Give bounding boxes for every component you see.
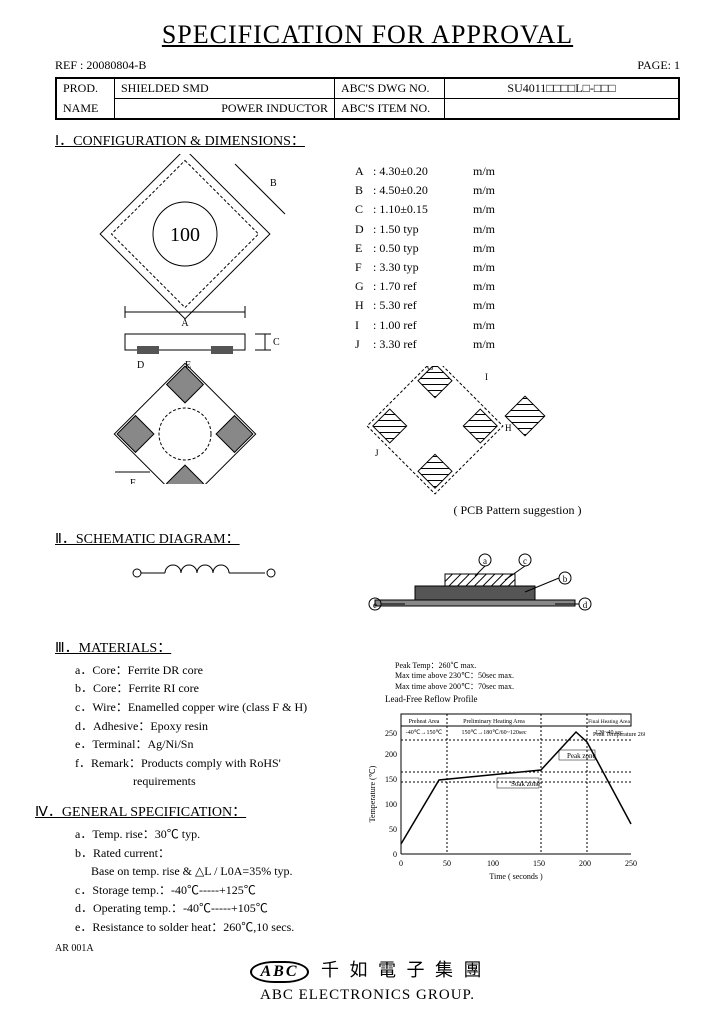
mat-d: d．Adhesive：Epoxy resin <box>75 717 365 736</box>
dim-row: C: 1.10±0.15m/m <box>355 200 680 219</box>
svg-text:b: b <box>563 574 568 584</box>
schematic-symbol <box>125 558 285 588</box>
svg-text:Peak zone: Peak zone <box>567 752 596 760</box>
mat-f2: requirements <box>133 772 365 791</box>
svg-text:B: B <box>270 178 277 189</box>
svg-text:150: 150 <box>533 859 545 868</box>
dim-row: J: 3.30 refm/m <box>355 335 680 354</box>
hdr-dwgval: SU4011□□□□L□-□□□ <box>445 79 678 99</box>
mat-b: b．Core：Ferrite RI core <box>75 679 365 698</box>
config-drawing: 100 A B C <box>55 154 325 484</box>
gen-e: e．Resistance to solder heat：260℃,10 secs… <box>75 918 365 937</box>
dim-row: A: 4.30±0.20m/m <box>355 162 680 181</box>
company-line: ABC 千 如 電 子 集 團 ABC ELECTRONICS GROUP. <box>55 956 680 1004</box>
svg-text:C: C <box>273 337 280 348</box>
section-2: Ⅱ．SCHEMATIC DIAGRAM： <box>55 528 680 548</box>
header-table: PROD. NAME SHIELDED SMD ABC'S DWG NO. SU… <box>55 77 680 120</box>
mat-e: e．Terminal：Ag/Ni/Sn <box>75 735 365 754</box>
gen-b2: Base on temp. rise & △L / L0A=35% typ. <box>91 862 365 881</box>
mat-a: a．Core：Ferrite DR core <box>75 661 365 680</box>
svg-text:100: 100 <box>385 800 397 809</box>
svg-text:-40℃→150℃: -40℃→150℃ <box>406 730 443 736</box>
section-3: Ⅲ．MATERIALS： <box>55 637 680 657</box>
svg-text:100: 100 <box>487 859 499 868</box>
svg-text:F: F <box>130 478 136 484</box>
company-cjk: 千 如 電 子 集 團 <box>321 960 485 980</box>
svg-text:A: A <box>181 318 189 329</box>
gen-a: a．Temp. rise：30℃ typ. <box>75 825 365 844</box>
page-label: PAGE: 1 <box>637 58 680 73</box>
svg-text:150: 150 <box>385 775 397 784</box>
mat-c: c．Wire：Enamelled copper wire (class F & … <box>75 698 365 717</box>
svg-text:Preheat Area: Preheat Area <box>409 719 440 725</box>
hdr-dwg: ABC'S DWG NO. <box>335 79 445 99</box>
svg-text:Time ( seconds ): Time ( seconds ) <box>489 872 543 881</box>
ref-label: REF : 20080804-B <box>55 58 146 73</box>
hdr-prodval1: SHIELDED SMD <box>115 79 335 99</box>
gen-b: b．Rated current： <box>75 844 365 863</box>
reflow-notes: Peak Temp：260℃ max. Max time above 230℃：… <box>395 661 680 692</box>
hdr-item: ABC'S ITEM NO. <box>335 99 445 118</box>
svg-text:e: e <box>373 600 377 610</box>
pcb-caption: ( PCB Pattern suggestion ) <box>355 503 680 518</box>
dim-row: G: 1.70 refm/m <box>355 277 680 296</box>
dim-row: F: 3.30 typm/m <box>355 258 680 277</box>
svg-text:Soak zone: Soak zone <box>511 780 540 788</box>
dim-row: H: 5.30 refm/m <box>355 296 680 315</box>
svg-text:J: J <box>375 448 379 458</box>
ar-code: AR 001A <box>55 943 680 954</box>
dim-row: I: 1.00 refm/m <box>355 316 680 335</box>
materials-list: a．Core：Ferrite DR core b．Core：Ferrite RI… <box>75 661 365 791</box>
dim-row: B: 4.50±0.20m/m <box>355 181 680 200</box>
dim-row: D: 1.50 typm/m <box>355 220 680 239</box>
svg-text:150℃→180℃/60~120sec: 150℃→180℃/60~120sec <box>461 730 526 736</box>
reflow-caption: Lead-Free Reflow Profile <box>385 694 680 704</box>
svg-text:Preliminary Heating Area: Preliminary Heating Area <box>463 719 525 725</box>
svg-text:50: 50 <box>389 825 397 834</box>
gen-d: d．Operating temp.：-40℃-----+105℃ <box>75 899 365 918</box>
svg-text:Temperature (℃): Temperature (℃) <box>368 765 377 822</box>
logo-icon: ABC <box>250 961 308 983</box>
gen-c: c．Storage temp.：-40℃-----+125℃ <box>75 881 365 900</box>
svg-text:a: a <box>483 556 487 566</box>
hdr-prodval2: POWER INDUCTOR <box>115 99 335 118</box>
svg-text:250: 250 <box>625 859 637 868</box>
doc-title: SPECIFICATION FOR APPROVAL <box>55 20 680 50</box>
cross-section: a c b d e <box>355 552 635 622</box>
dim-row: E: 0.50 typm/m <box>355 239 680 258</box>
svg-text:Final Heating Area: Final Heating Area <box>588 719 630 725</box>
svg-text:0: 0 <box>399 859 403 868</box>
section-1: Ⅰ．CONFIGURATION & DIMENSIONS： <box>55 130 680 150</box>
hdr-prod: PROD. <box>63 81 108 96</box>
svg-text:250: 250 <box>385 729 397 738</box>
svg-text:c: c <box>523 556 527 566</box>
general-list: a．Temp. rise：30℃ typ. b．Rated current： B… <box>75 825 365 937</box>
svg-text:d: d <box>583 600 588 610</box>
svg-text:50: 50 <box>443 859 451 868</box>
svg-text:Peak Temperature 260℃: Peak Temperature 260℃ <box>593 732 645 738</box>
svg-text:D: D <box>137 360 144 371</box>
svg-text:0: 0 <box>393 850 397 859</box>
svg-text:H: H <box>505 423 512 433</box>
mat-f: f．Remark：Products comply with RoHS' <box>75 754 365 773</box>
svg-text:G: G <box>427 366 434 372</box>
pcb-drawing: G H I J <box>355 366 575 496</box>
hdr-name: NAME <box>63 101 108 116</box>
mark-text: 100 <box>170 224 200 246</box>
section-4: Ⅳ．GENERAL SPECIFICATION： <box>35 801 365 821</box>
svg-text:I: I <box>485 372 488 382</box>
company-eng: ABC ELECTRONICS GROUP. <box>260 987 475 1003</box>
dimension-list: A: 4.30±0.20m/mB: 4.50±0.20m/mC: 1.10±0.… <box>355 162 680 354</box>
svg-text:200: 200 <box>579 859 591 868</box>
reflow-chart: Preheat Area Preliminary Heating Area Fi… <box>365 704 645 884</box>
svg-text:200: 200 <box>385 750 397 759</box>
